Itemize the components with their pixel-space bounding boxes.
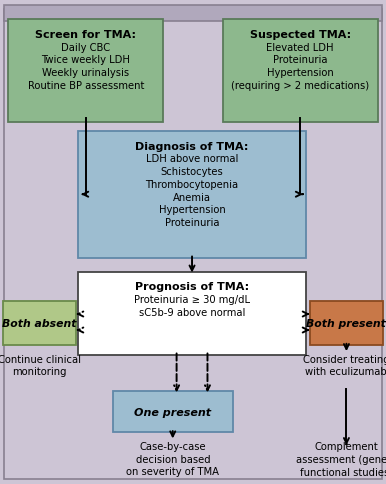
FancyBboxPatch shape (113, 392, 233, 432)
FancyBboxPatch shape (4, 6, 382, 22)
FancyBboxPatch shape (78, 132, 306, 258)
Text: One present: One present (134, 407, 211, 417)
Text: Proteinuria ≥ 30 mg/dL
sC5b-9 above normal: Proteinuria ≥ 30 mg/dL sC5b-9 above norm… (134, 294, 250, 317)
Text: Suspected TMA:: Suspected TMA: (250, 30, 350, 40)
Text: Case-by-case
decision based
on severity of TMA: Case-by-case decision based on severity … (127, 441, 219, 476)
Text: LDH above normal
Schistocytes
Thrombocytopenia
Anemia
Hypertension
Proteinuria: LDH above normal Schistocytes Thrombocyt… (146, 154, 239, 228)
Text: Both absent: Both absent (2, 318, 77, 328)
FancyBboxPatch shape (3, 301, 76, 345)
Text: Elevated LDH
Proteinuria
Hypertension
(requiring > 2 medications): Elevated LDH Proteinuria Hypertension (r… (231, 43, 369, 91)
Text: Continue clinical
monitoring: Continue clinical monitoring (0, 354, 81, 377)
FancyBboxPatch shape (223, 20, 378, 122)
Text: Diagnosis of TMA:: Diagnosis of TMA: (135, 141, 249, 151)
FancyBboxPatch shape (78, 272, 306, 355)
Text: Screen for TMA:: Screen for TMA: (36, 30, 136, 40)
Text: Consider treating
with eculizumab: Consider treating with eculizumab (303, 354, 386, 377)
Text: Both present: Both present (306, 318, 386, 328)
FancyBboxPatch shape (8, 20, 163, 122)
Text: Complement
assessment (genes,
functional studies): Complement assessment (genes, functional… (296, 441, 386, 476)
Text: Prognosis of TMA:: Prognosis of TMA: (135, 282, 249, 292)
FancyBboxPatch shape (310, 301, 383, 345)
Text: Daily CBC
Twice weekly LDH
Weekly urinalysis
Routine BP assessment: Daily CBC Twice weekly LDH Weekly urinal… (28, 43, 144, 91)
